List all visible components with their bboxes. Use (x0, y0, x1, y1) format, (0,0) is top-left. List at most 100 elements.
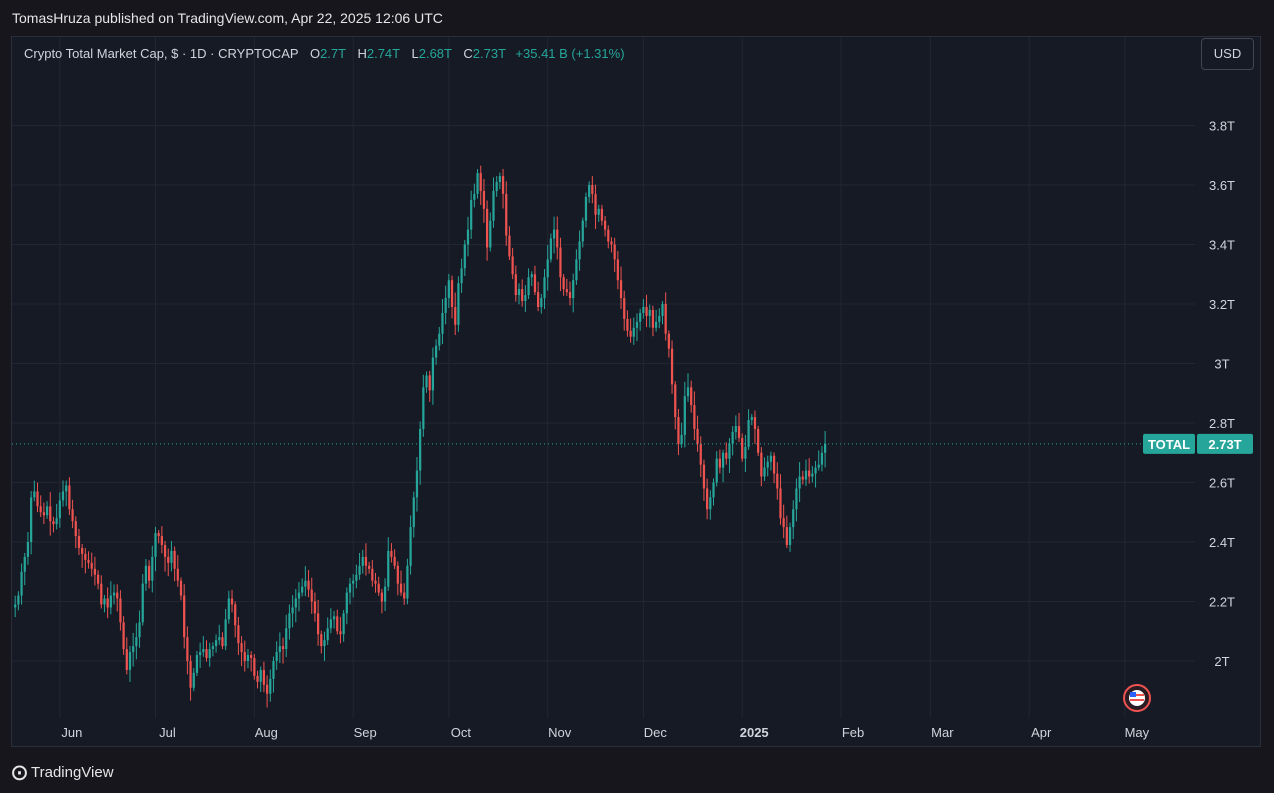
candle-body (607, 229, 610, 242)
candle-body (179, 580, 183, 596)
candle-body (301, 586, 304, 593)
candle-body (221, 637, 224, 647)
brand-name: TradingView (31, 763, 114, 781)
currency-button[interactable]: USD (1201, 38, 1254, 70)
y-tick-label: 2T (1214, 654, 1229, 669)
candle-body (419, 428, 422, 471)
candle-body (65, 485, 68, 492)
candle-body (741, 437, 744, 459)
x-tick-label: Apr (1031, 725, 1052, 740)
candle-body (820, 452, 824, 465)
candle-body (285, 628, 288, 650)
candle-body (811, 473, 814, 477)
candle-body (256, 675, 259, 682)
candle-body (661, 304, 664, 316)
candle-body (744, 446, 747, 459)
candle-body (227, 598, 230, 620)
price-tag-value: 2.73T (1208, 437, 1241, 452)
candle-body (702, 464, 706, 489)
candle-body (562, 277, 565, 290)
candle-body (725, 452, 728, 459)
x-tick-label: Dec (644, 725, 668, 740)
candle-body (310, 589, 313, 602)
candle-body (549, 238, 553, 260)
candle-body (776, 473, 779, 489)
candle-body (514, 274, 517, 296)
change-value: +35.41 B (+1.31%) (515, 46, 625, 61)
candle-body (670, 348, 674, 385)
candle-body (795, 488, 798, 510)
candle-body (718, 458, 722, 468)
candle-body (619, 280, 623, 299)
candle-body (817, 464, 820, 468)
candle-body (728, 443, 731, 459)
candle-body (447, 280, 450, 299)
open-value: 2.7T (320, 46, 346, 61)
candle-body (537, 292, 540, 307)
candle-body (798, 476, 801, 489)
candle-body (470, 199, 473, 230)
y-tick-label: 3.8T (1209, 119, 1235, 134)
candle-body (463, 244, 466, 269)
candle-body (476, 173, 479, 194)
candle-body (664, 304, 667, 334)
candle-body (358, 565, 361, 575)
candle-body (383, 586, 387, 602)
candle-body (498, 176, 501, 183)
candle-body (814, 467, 817, 474)
high-value: 2.74T (366, 46, 400, 61)
candle-body (281, 646, 285, 650)
candle-body (434, 345, 438, 358)
candle-body (613, 244, 616, 260)
candle-body (403, 592, 406, 599)
candle-body (208, 649, 211, 659)
candle-body (374, 580, 377, 584)
candle-body (87, 559, 90, 563)
candle-body (706, 488, 709, 510)
open-label: O (309, 46, 321, 61)
event-flag-stripe (1130, 694, 1144, 696)
candle-body (355, 574, 358, 581)
candle-body (406, 565, 409, 599)
candle-body (240, 643, 243, 653)
price-tag-value-bg (1197, 433, 1253, 454)
candle-body (288, 613, 291, 629)
candle-body (368, 565, 371, 569)
candle-body (521, 289, 524, 302)
candle-body (390, 550, 393, 557)
candle-body (482, 190, 486, 209)
candle-body (457, 283, 460, 325)
y-tick-label: 3.6T (1209, 178, 1235, 193)
tradingview-brand[interactable]: ⨀ TradingView (12, 763, 114, 782)
candle-body (485, 208, 489, 248)
candle-body (52, 521, 55, 525)
x-tick-label: Nov (548, 725, 572, 740)
candle-body (332, 616, 336, 620)
y-tick-label: 2.8T (1209, 416, 1235, 431)
candle-body (58, 500, 61, 519)
candle-body (316, 613, 320, 635)
candle-body (454, 306, 457, 325)
candle-body (721, 452, 725, 468)
candle-body (230, 598, 234, 605)
candle-body (680, 434, 683, 444)
candle-body (173, 550, 176, 569)
candle-body (278, 646, 281, 653)
x-tick-label: Jun (61, 725, 82, 740)
candle-body (304, 580, 307, 587)
candle-body (823, 443, 827, 453)
candle-body (352, 580, 355, 584)
candle-body (393, 556, 396, 566)
y-tick-label: 3.4T (1209, 238, 1235, 253)
candle-body (651, 309, 655, 328)
candle-body (348, 583, 352, 593)
candle-body (265, 684, 269, 694)
candle-body (747, 420, 750, 447)
top-bar: TomasHruza published on TradingView.com,… (0, 0, 1274, 36)
candle-body (253, 658, 256, 676)
candle-body (147, 565, 151, 581)
candle-body (772, 455, 776, 474)
candle-body (667, 333, 670, 349)
candle-body (785, 527, 788, 545)
